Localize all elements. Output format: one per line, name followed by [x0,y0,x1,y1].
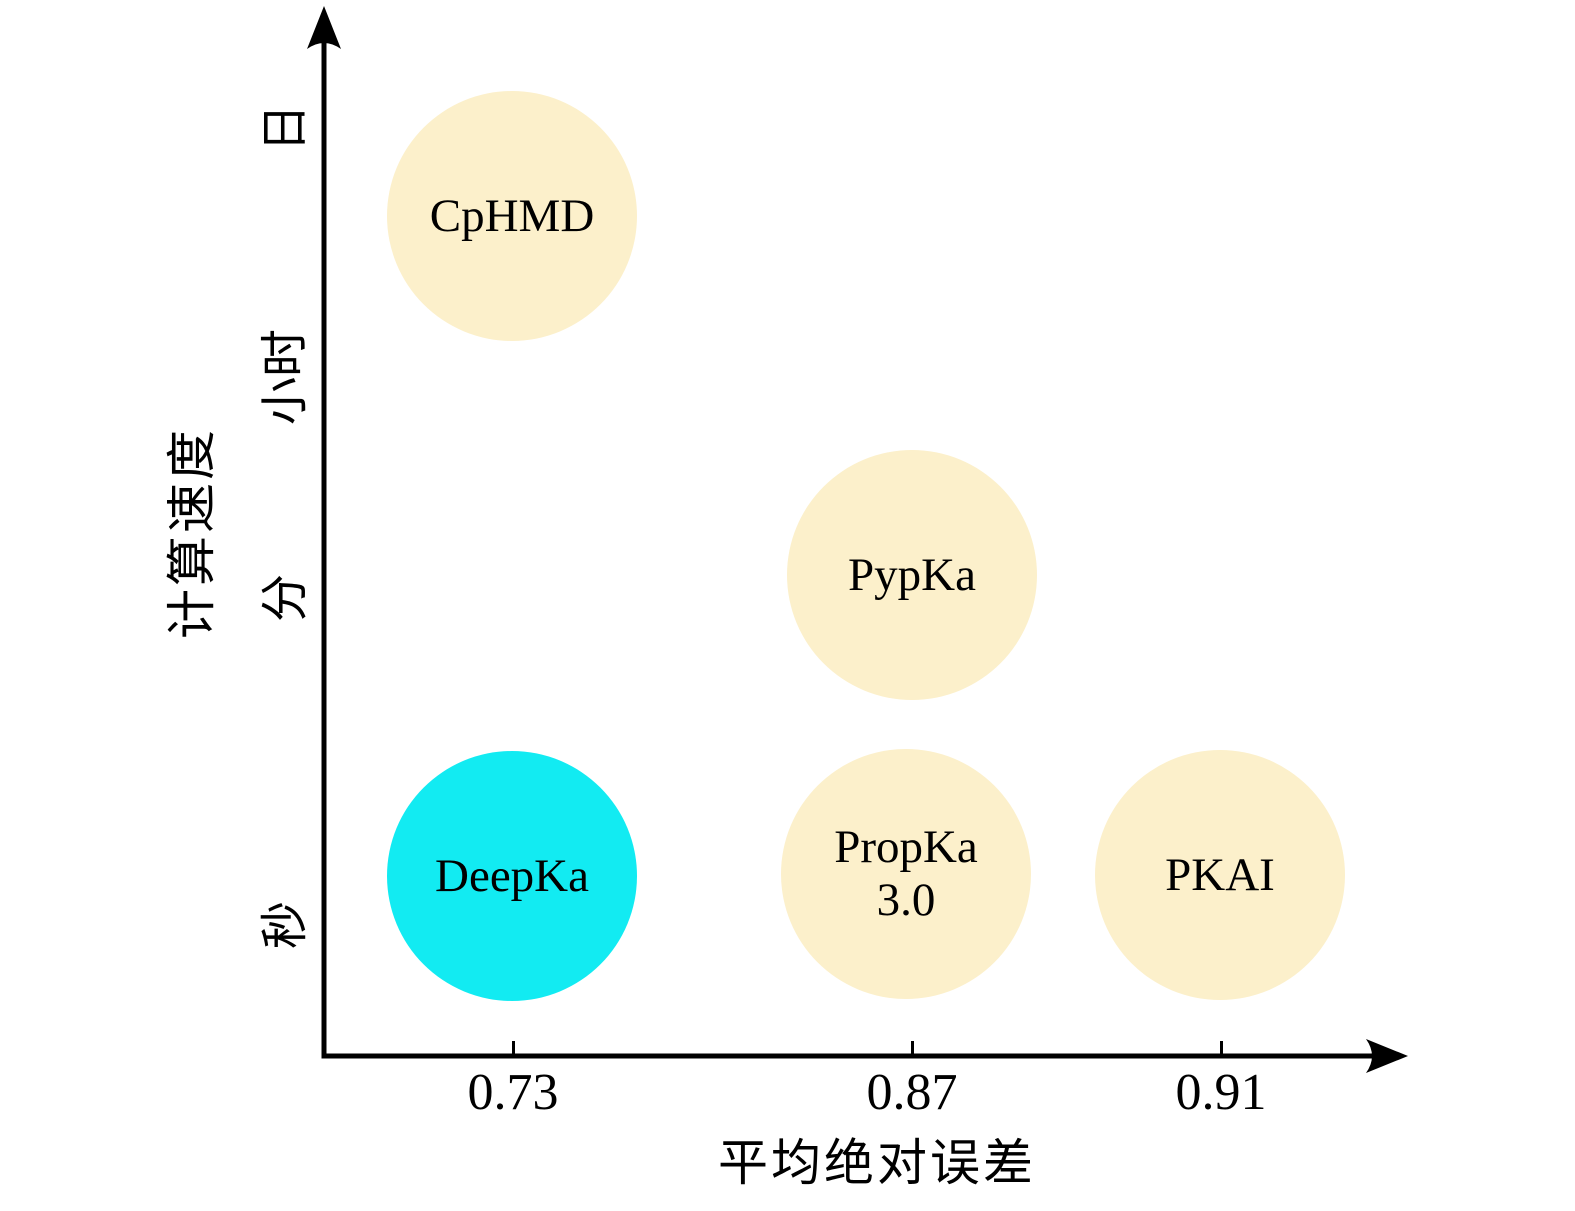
y-tick-label: 小时 [259,328,312,426]
x-axis-tick [910,1041,914,1057]
bubble-label: PKAI [1165,848,1275,901]
bubble-propka-3-0: PropKa 3.0 [781,749,1031,999]
x-axis-title: 平均绝对误差 [718,1135,1036,1191]
x-axis-tick [1219,1041,1223,1057]
bubble-label: CpHMD [429,189,595,242]
x-tick-label: 0.87 [866,1064,958,1121]
y-axis-arrowhead [307,6,341,49]
x-tick-label: 0.73 [467,1064,559,1121]
x-tick-label: 0.91 [1175,1064,1267,1121]
bubble-deepka: DeepKa [387,751,637,1001]
bubble-label: DeepKa [435,849,589,902]
x-axis-arrowhead [1366,1039,1408,1073]
bubble-label: PropKa [834,821,978,874]
bubble-pypka: PypKa [787,450,1037,700]
x-axis-tick [511,1041,515,1057]
bubble-cphmd: CpHMD [387,91,637,341]
bubble-pkai: PKAI [1095,750,1345,1000]
y-tick-label: 分 [259,573,312,623]
bubble-label: 3.0 [876,874,936,926]
y-tick-label: 日 [259,103,312,153]
bubble-label: PypKa [848,548,976,601]
y-tick-label: 秒 [259,900,312,950]
y-axis-title: 计算速度 [164,427,220,639]
